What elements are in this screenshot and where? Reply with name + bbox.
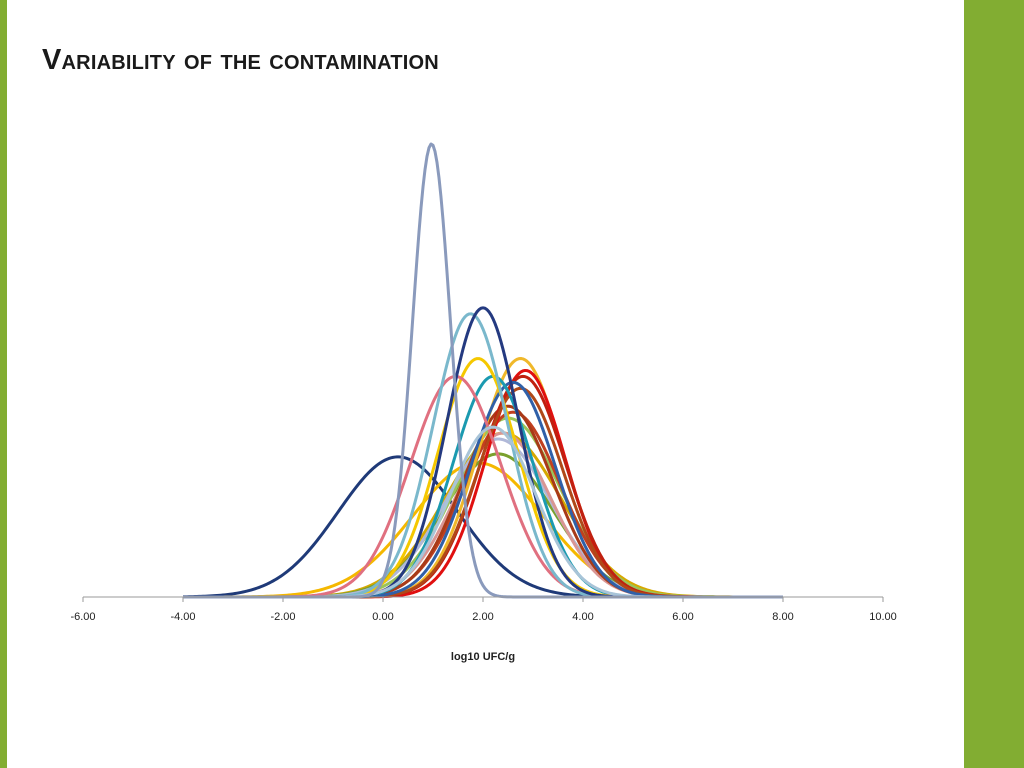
x-tick-label: 10.00	[869, 611, 897, 623]
series-line-series-12	[183, 374, 783, 599]
series-line-series-17	[183, 374, 783, 599]
series-line-series-10	[183, 357, 783, 599]
series-line-series-11	[183, 368, 783, 599]
series-layer	[182, 142, 783, 599]
series-line-series-21	[183, 142, 783, 599]
x-tick-label: 6.00	[672, 611, 693, 623]
slide-title: Variability of the contamination	[42, 44, 439, 76]
series-line-series-16	[183, 357, 783, 599]
x-axis-title: log10 UFC/g	[451, 651, 515, 663]
series-line-series-13	[183, 386, 783, 599]
series-line-series-2	[182, 461, 783, 599]
series-line-series-15	[183, 374, 783, 599]
x-tick-label: 4.00	[572, 611, 593, 623]
tick-layer: -6.00 -4.00 -2.00 0.00 2.00 4.00 6.00 8.00 10.00	[70, 597, 897, 623]
x-tick-label: -4.00	[170, 611, 195, 623]
x-tick-label: -2.00	[270, 611, 295, 623]
right-accent-bar	[964, 0, 1024, 768]
series-line-series-4	[183, 452, 783, 599]
x-tick-label: 8.00	[772, 611, 793, 623]
x-tick-label: 2.00	[472, 611, 493, 623]
series-line-series-1	[182, 455, 783, 599]
left-accent-bar	[0, 0, 7, 768]
x-tick-label: -6.00	[70, 611, 95, 623]
x-tick-label: 0.00	[372, 611, 393, 623]
